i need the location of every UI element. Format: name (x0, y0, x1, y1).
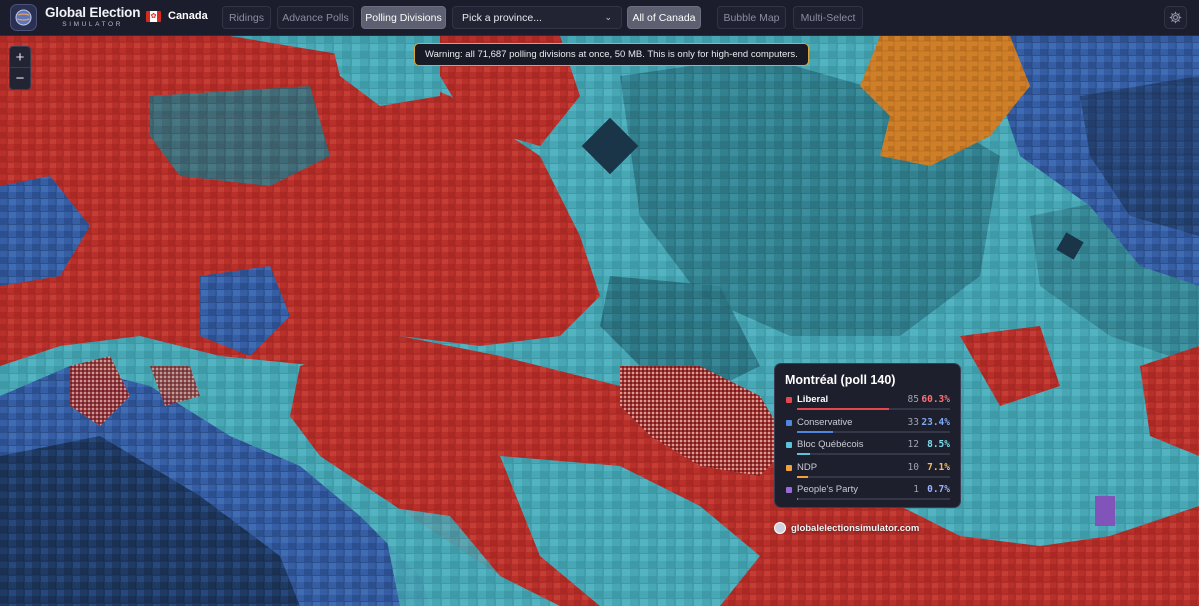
party-votes: 33 (907, 416, 919, 428)
party-color-swatch (786, 419, 792, 426)
watermark-text: globalelectionsimulator.com (791, 522, 920, 534)
app-logo[interactable]: Global Election SIMULATOR (45, 6, 140, 28)
canada-flag-icon: ✿ (146, 10, 161, 22)
bubble-map-button[interactable]: Bubble Map (717, 6, 786, 29)
all-of-canada-button[interactable]: All of Canada (627, 6, 701, 29)
party-share-fill (797, 408, 890, 410)
province-select-label: Pick a province... (462, 11, 542, 24)
party-votes: 10 (907, 461, 919, 473)
tooltip-title: Montréal (poll 140) (785, 373, 896, 387)
party-color-swatch (786, 397, 792, 403)
party-percent: 60.3% (921, 394, 950, 405)
app-title: Global Election (45, 5, 141, 20)
performance-warning: Warning: all 71,687 polling divisions at… (414, 43, 809, 66)
party-result-row: Liberal 85 60.3% (785, 394, 950, 417)
poll-tooltip: Montréal (poll 140) Liberal 85 60.3% Conser… (774, 363, 961, 508)
party-result-row: NDP 10 7.1% (785, 462, 950, 485)
party-name: NDP (797, 461, 818, 473)
party-name: Liberal (797, 394, 829, 405)
party-share-bar (797, 408, 950, 410)
election-map[interactable] (0, 36, 1199, 606)
settings-gear-icon[interactable] (1164, 6, 1187, 29)
country-name: Canada (168, 10, 208, 22)
party-result-row: Conservative 33 23.4% (785, 417, 950, 440)
party-share-fill (797, 475, 808, 478)
party-color-swatch (786, 464, 792, 471)
party-share-fill (797, 453, 810, 455)
globe-icon (774, 522, 786, 534)
party-color-swatch (786, 487, 792, 493)
party-share-fill (797, 498, 799, 500)
party-color-swatch (786, 442, 792, 448)
party-name: Bloc Québécois (797, 439, 864, 450)
ridings-button[interactable]: Ridings (222, 6, 271, 29)
party-votes: 12 (907, 439, 919, 450)
party-percent: 8.5% (927, 439, 950, 450)
province-select[interactable]: Pick a province... ⌄ (452, 6, 622, 29)
app-subtitle: SIMULATOR (62, 20, 123, 28)
country-selector[interactable]: ✿ Canada (146, 10, 208, 22)
party-percent: 23.4% (921, 416, 950, 428)
party-percent: 0.7% (927, 484, 950, 495)
tooltip-results: Liberal 85 60.3% Conservative 33 23.4% Bloc Qu… (785, 394, 950, 507)
party-share-bar (797, 498, 950, 500)
party-result-row: People's Party 1 0.7% (785, 484, 950, 507)
polling-divisions-button[interactable]: Polling Divisions (361, 6, 446, 29)
party-share-bar (797, 475, 950, 478)
globe-logo-icon[interactable] (10, 4, 37, 31)
advance-polls-button[interactable]: Advance Polls (277, 6, 354, 29)
party-percent: 7.1% (927, 461, 950, 473)
party-share-fill (797, 430, 833, 433)
site-watermark: globalelectionsimulator.com (774, 522, 919, 534)
zoom-in-button[interactable]: + (9, 46, 31, 68)
multi-select-button[interactable]: Multi-Select (793, 6, 863, 29)
party-votes: 1 (913, 484, 919, 495)
zoom-out-button[interactable]: − (9, 68, 31, 90)
party-name: Conservative (797, 416, 853, 428)
top-bar: Global Election SIMULATOR ✿ Canada Ridin… (0, 0, 1199, 36)
party-name: People's Party (797, 484, 858, 495)
party-share-bar (797, 430, 950, 433)
chevron-down-icon: ⌄ (604, 12, 612, 22)
party-share-bar (797, 453, 950, 455)
party-result-row: Bloc Québécois 12 8.5% (785, 439, 950, 462)
party-votes: 85 (907, 394, 919, 405)
